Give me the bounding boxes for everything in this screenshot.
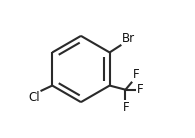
Text: F: F <box>122 101 129 114</box>
Text: F: F <box>136 83 143 96</box>
Text: F: F <box>133 68 139 82</box>
Text: Br: Br <box>122 32 135 45</box>
Text: Cl: Cl <box>28 91 40 104</box>
